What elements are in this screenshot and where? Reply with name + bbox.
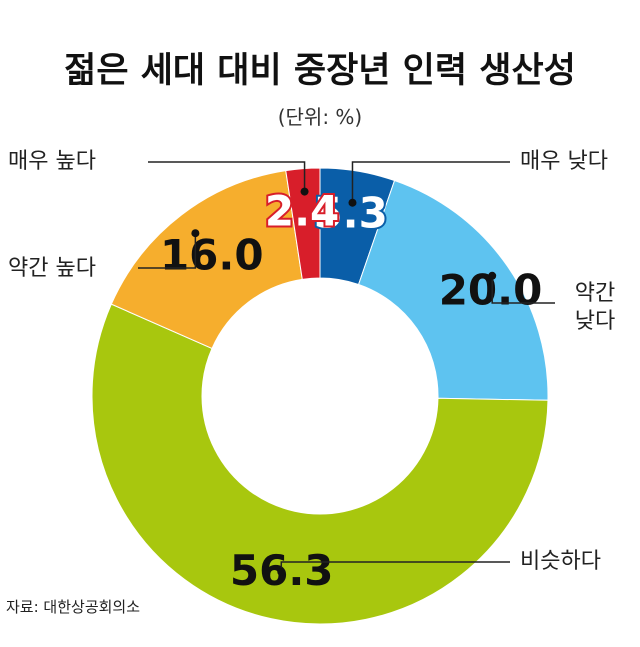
value-label-0: 5.3 — [313, 189, 387, 238]
chart-title: 젊은 세대 대비 중장년 인력 생산성 — [64, 51, 576, 91]
leader-line-1 — [491, 275, 555, 304]
source-note: 자료: 대한상공회의소 — [6, 598, 140, 616]
leader-dot-3 — [191, 229, 200, 238]
leader-line-4 — [148, 161, 306, 192]
slice-3 — [110, 170, 303, 350]
leader-dot-1 — [488, 271, 497, 280]
slice-1 — [357, 179, 549, 401]
leader-line-3 — [138, 233, 197, 269]
category-label-4: 매우 높다 — [8, 149, 96, 174]
leader-dot-2 — [277, 567, 286, 576]
leader-dot-4 — [300, 187, 309, 196]
category-label-3: 약간 높다 — [8, 256, 96, 281]
category-label-2: 비슷하다 — [520, 549, 601, 574]
category-label-1: 약간 낮다 — [575, 281, 615, 334]
leader-dot-0 — [348, 198, 357, 207]
unit-label: (단위: %) — [278, 105, 363, 129]
slice-2 — [91, 303, 549, 625]
leader-line-0 — [351, 161, 510, 203]
slices-group — [91, 167, 549, 625]
value-label-3: 16.0 — [160, 231, 264, 280]
slice-4 — [285, 167, 321, 280]
category-label-0: 매우 낮다 — [520, 149, 608, 174]
